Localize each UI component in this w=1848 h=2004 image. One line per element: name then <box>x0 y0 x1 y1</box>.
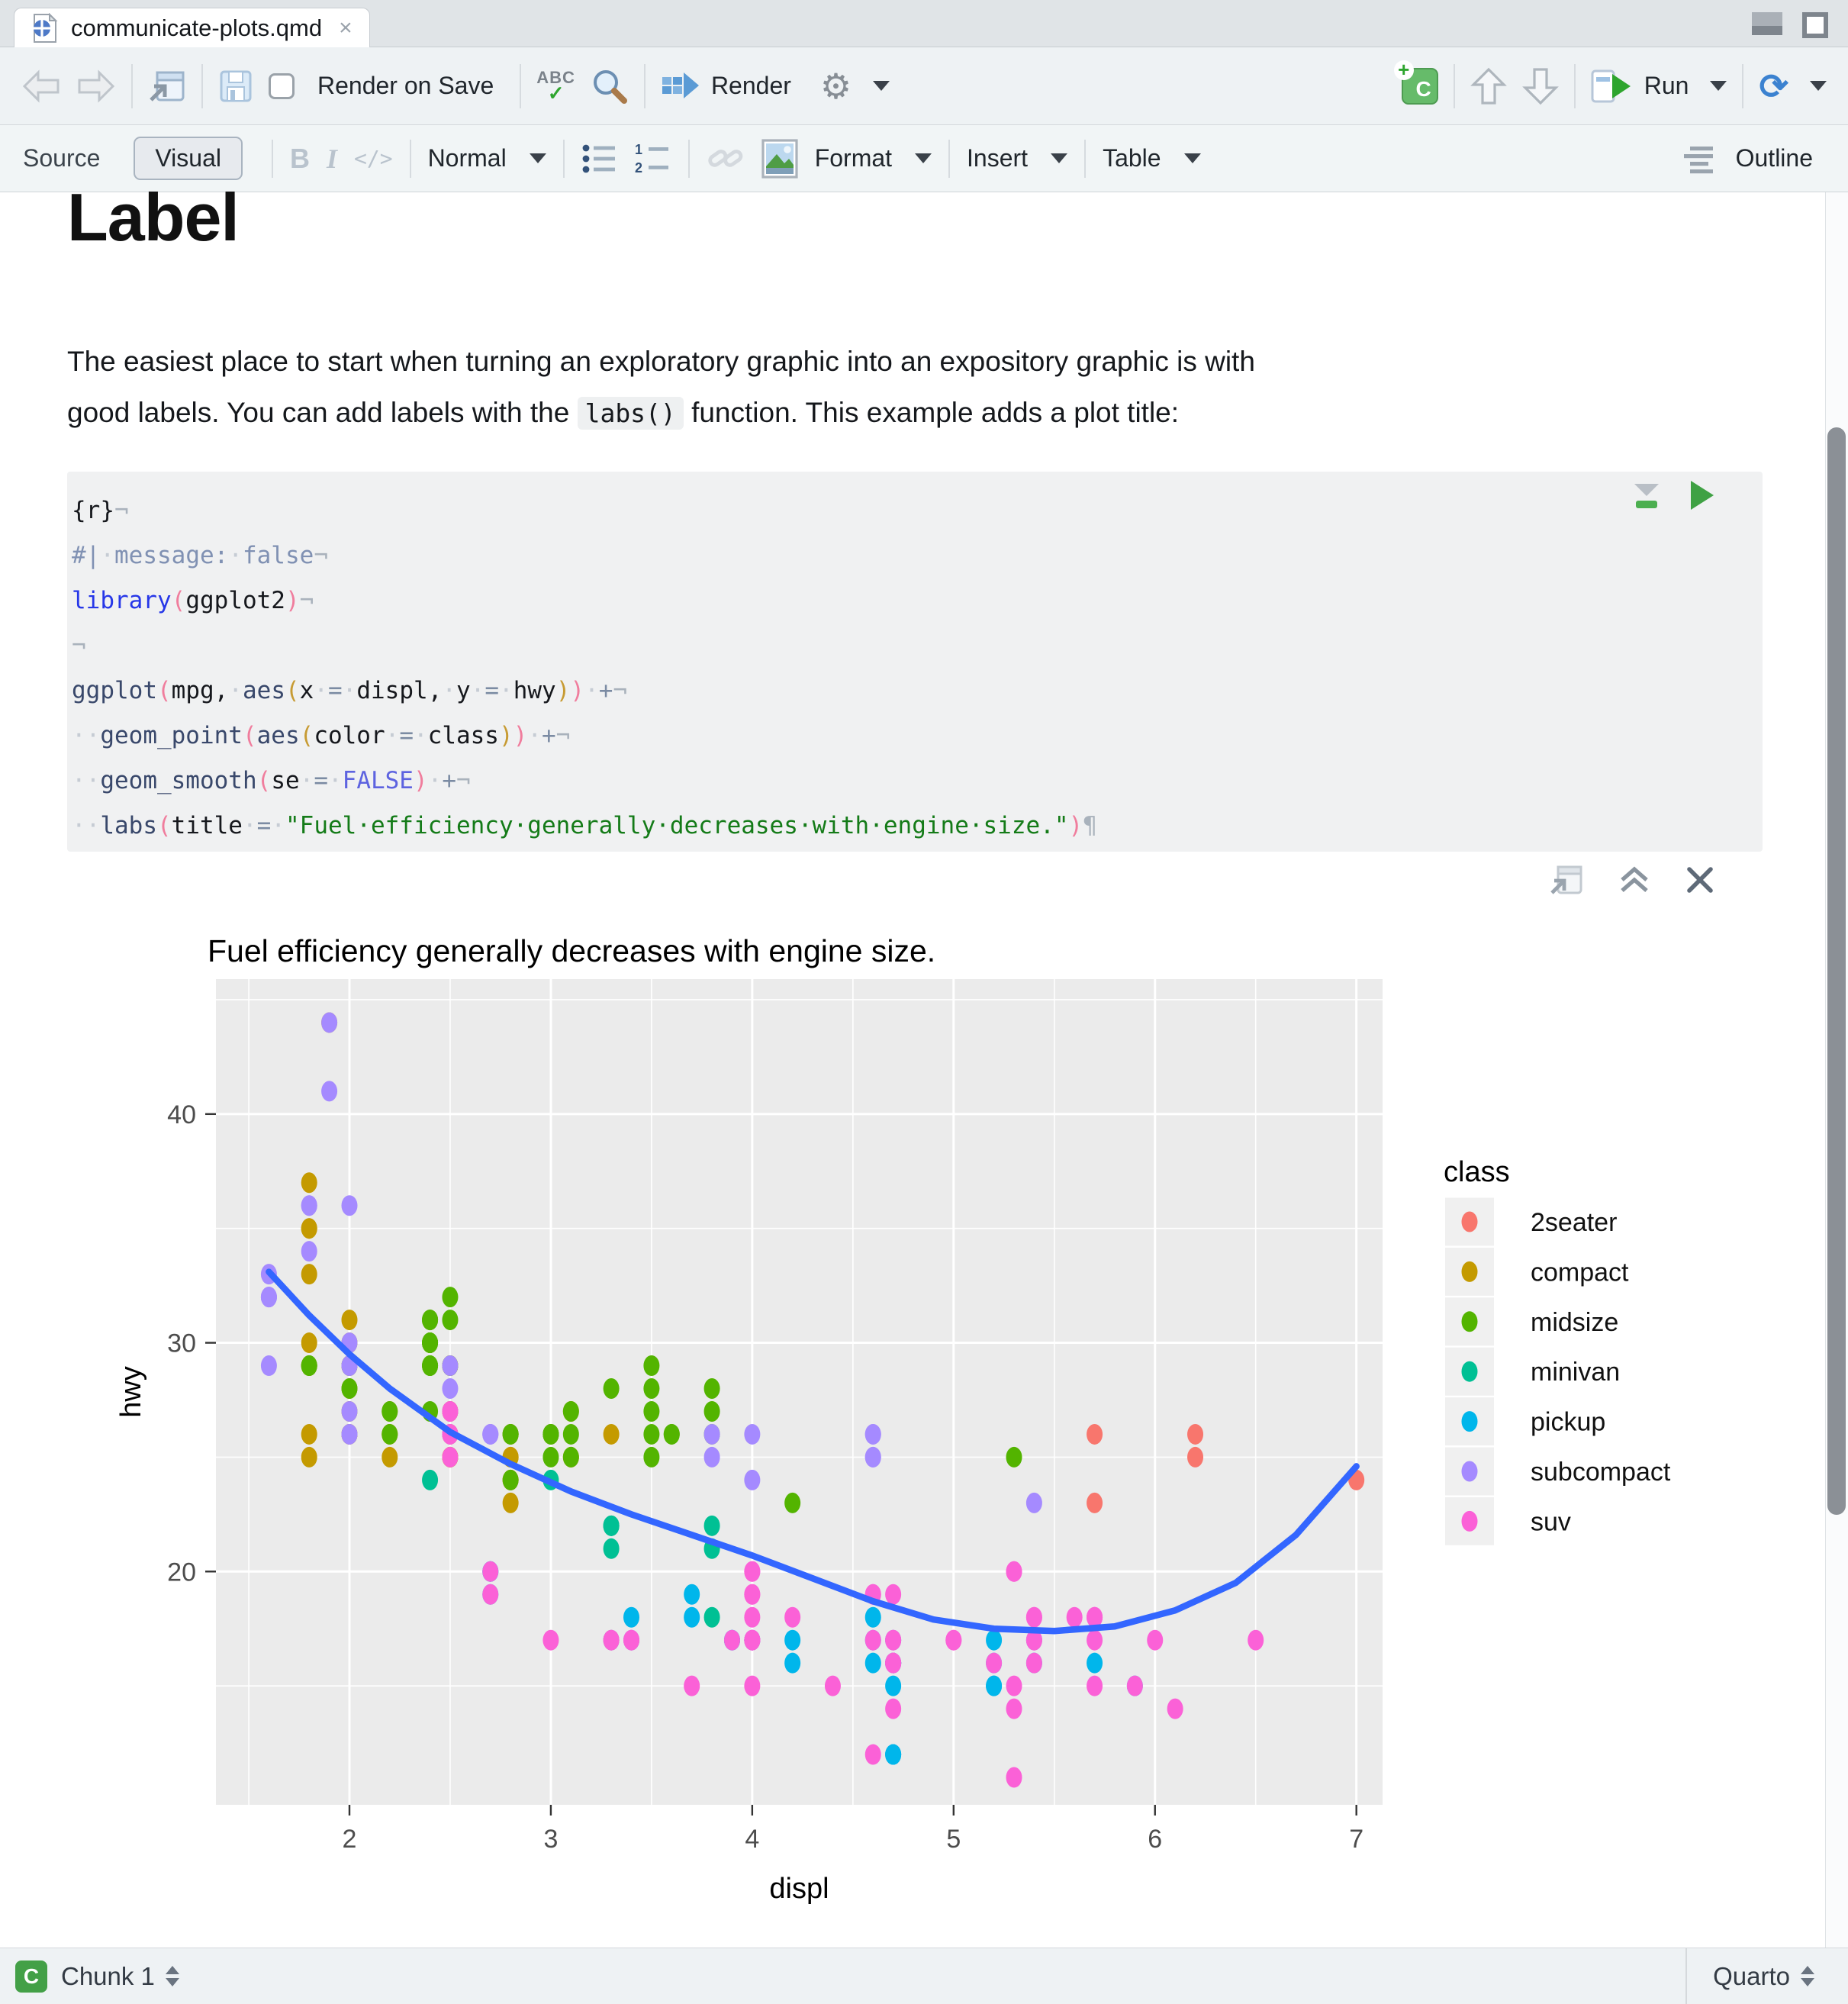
render-on-save-checkbox[interactable] <box>269 72 295 99</box>
code-line[interactable]: ··geom_smooth(se·=·FALSE)·+¬ <box>72 767 471 794</box>
insert-chunk-icon[interactable]: + C <box>1393 60 1438 105</box>
clear-output-icon[interactable] <box>1685 865 1715 895</box>
code-line[interactable]: ggplot(mpg,·aes(x·=·displ,·y·=·hwy))·+¬ <box>72 677 628 704</box>
minimize-icon[interactable] <box>1752 12 1782 35</box>
gear-icon[interactable]: ⚙ <box>819 66 852 106</box>
visual-mode-button[interactable]: Visual <box>134 137 243 180</box>
chunk-navigator-arrows-icon[interactable] <box>165 1966 179 1986</box>
run-label[interactable]: Run <box>1644 72 1689 99</box>
svg-text:class: class <box>1444 1156 1510 1188</box>
run-chunks-above-icon[interactable] <box>1630 481 1663 515</box>
inline-code-chip: labs() <box>577 397 684 430</box>
svg-text:4: 4 <box>745 1825 759 1854</box>
scrollbar-thumb[interactable] <box>1827 427 1846 1515</box>
rerun-icon[interactable]: ⟳ <box>1759 66 1788 106</box>
render-icon[interactable] <box>661 69 700 103</box>
italic-button[interactable]: I <box>326 143 337 174</box>
save-icon[interactable] <box>218 69 253 104</box>
format-toolbar: Source Visual B I </> Normal 1 2 <box>0 125 1848 192</box>
code-line[interactable]: library(ggplot2)¬ <box>72 587 314 614</box>
code-line[interactable]: {r}¬ <box>72 497 129 524</box>
svg-text:midsize: midsize <box>1531 1308 1618 1337</box>
search-icon[interactable] <box>591 67 629 105</box>
tab-bar: communicate-plots.qmd × <box>0 0 1848 47</box>
code-chunk[interactable]: {r}¬ #|·message:·false¬ library(ggplot2)¬ ¬… <box>67 472 1763 852</box>
svg-text:suv: suv <box>1531 1507 1571 1536</box>
doc-heading: Label <box>67 179 240 255</box>
bold-button[interactable]: B <box>289 142 310 174</box>
link-icon[interactable] <box>707 142 745 176</box>
spellcheck-icon[interactable]: ABC ✓ <box>536 67 575 105</box>
source-mode-button[interactable]: Source <box>23 144 101 172</box>
bullet-list-icon[interactable] <box>581 142 618 176</box>
format-dropdown[interactable]: Format <box>814 144 893 172</box>
svg-text:hwy: hwy <box>115 1366 147 1418</box>
svg-text:Fuel efficiency generally decr: Fuel efficiency generally decreases with… <box>208 933 935 968</box>
svg-text:1: 1 <box>635 142 642 157</box>
forward-icon[interactable] <box>76 69 116 103</box>
svg-text:3: 3 <box>543 1825 558 1854</box>
rerun-caret-icon[interactable] <box>1810 81 1827 91</box>
chunk-navigator[interactable]: Chunk 1 <box>61 1961 155 1990</box>
table-caret-icon[interactable] <box>1183 153 1201 163</box>
doc-type-arrows-icon[interactable] <box>1801 1966 1814 1986</box>
render-options-caret-icon[interactable] <box>873 81 890 91</box>
svg-text:2: 2 <box>635 160 642 176</box>
go-next-chunk-icon[interactable] <box>1521 66 1559 106</box>
svg-text:2seater: 2seater <box>1531 1208 1617 1237</box>
doc-type-selector[interactable]: Quarto <box>1713 1961 1790 1990</box>
insert-caret-icon[interactable] <box>1051 153 1068 163</box>
svg-text:40: 40 <box>167 1100 196 1129</box>
svg-text:7: 7 <box>1349 1825 1363 1854</box>
render-on-save-label: Render on Save <box>317 72 494 99</box>
open-in-window-icon[interactable] <box>148 69 186 103</box>
paragraph-style-dropdown[interactable]: Normal <box>427 144 507 172</box>
code-line[interactable]: ¬ <box>72 632 86 659</box>
main-toolbar: Render on Save ABC ✓ Render ⚙ + C Run ⟳ <box>0 47 1848 125</box>
table-dropdown[interactable]: Table <box>1103 144 1161 172</box>
svg-text:pickup: pickup <box>1531 1408 1605 1437</box>
svg-text:displ: displ <box>769 1873 829 1905</box>
svg-text:compact: compact <box>1531 1258 1629 1287</box>
go-previous-chunk-icon[interactable] <box>1470 66 1507 106</box>
code-format-button[interactable]: </> <box>353 146 393 171</box>
back-icon[interactable] <box>21 69 61 103</box>
output-toolbar <box>1549 864 1715 896</box>
paragraph-style-caret-icon[interactable] <box>529 153 546 163</box>
format-caret-icon[interactable] <box>915 153 932 163</box>
maximize-icon[interactable] <box>1802 12 1828 38</box>
outline-toggle[interactable]: Outline <box>1735 144 1813 172</box>
ggplot-output: Fuel efficiency generally decreases with… <box>115 933 1671 1905</box>
run-chunk-icon[interactable] <box>1688 479 1717 515</box>
quarto-file-icon <box>31 12 59 43</box>
paragraph-line-1: The easiest place to start when turning … <box>67 346 1255 377</box>
code-line[interactable]: ··geom_point(aes(color·=·class))·+¬ <box>72 722 571 749</box>
show-in-new-window-icon[interactable] <box>1549 864 1584 896</box>
paragraph-line-2a: good labels. You can add labels with the <box>67 397 578 428</box>
tab-communicate-plots[interactable]: communicate-plots.qmd × <box>14 8 370 47</box>
paragraph-line-2b: function. This example adds a plot title… <box>683 397 1180 428</box>
tab-title: communicate-plots.qmd <box>71 14 323 41</box>
svg-text:20: 20 <box>167 1558 196 1587</box>
code-line[interactable]: ··labs(title·=·"Fuel·efficiency·generall… <box>72 812 1097 839</box>
render-label[interactable]: Render <box>710 72 791 99</box>
image-icon[interactable] <box>761 138 798 179</box>
svg-text:minivan: minivan <box>1531 1358 1620 1387</box>
outline-icon[interactable] <box>1683 143 1719 174</box>
chunk-badge-icon: C <box>15 1960 47 1993</box>
svg-text:30: 30 <box>167 1329 196 1358</box>
numbered-list-icon[interactable]: 1 2 <box>635 142 671 176</box>
tab-close-icon[interactable]: × <box>339 14 353 40</box>
status-bar: C Chunk 1 Quarto <box>0 1948 1848 2004</box>
svg-text:subcompact: subcompact <box>1531 1458 1671 1487</box>
svg-text:6: 6 <box>1148 1825 1162 1854</box>
doc-paragraph: The easiest place to start when turning … <box>67 336 1816 439</box>
run-caret-icon[interactable] <box>1710 81 1727 91</box>
run-icon[interactable] <box>1591 68 1632 105</box>
code-line[interactable]: #|·message:·false¬ <box>72 542 328 569</box>
collapse-output-icon[interactable] <box>1618 865 1651 895</box>
svg-text:2: 2 <box>343 1825 357 1854</box>
svg-text:5: 5 <box>946 1825 961 1854</box>
insert-dropdown[interactable]: Insert <box>967 144 1029 172</box>
